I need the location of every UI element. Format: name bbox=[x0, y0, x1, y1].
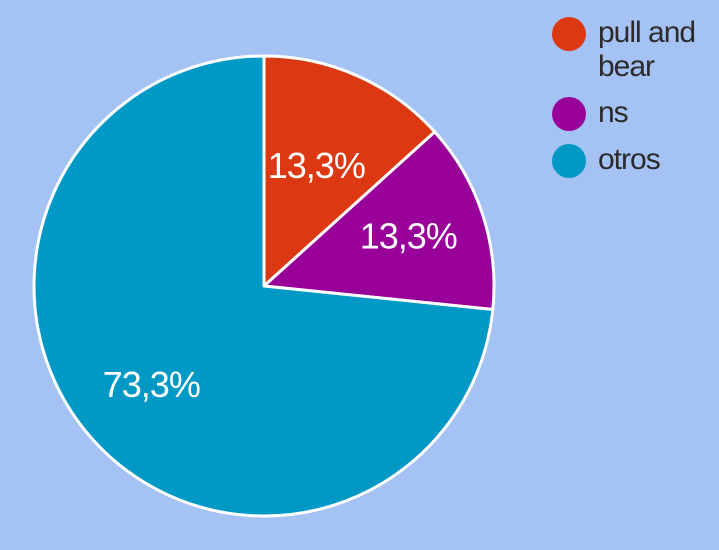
legend-item-pull-and-bear: pull and bear bbox=[552, 16, 719, 84]
legend-label: pull and bear bbox=[598, 16, 696, 83]
legend-item-ns: ns bbox=[552, 96, 719, 131]
legend-label: ns bbox=[598, 96, 629, 129]
data-label-ns: 13,3% bbox=[360, 215, 457, 256]
data-label-otros: 73,3% bbox=[103, 364, 200, 405]
legend-swatch bbox=[552, 144, 586, 178]
legend-label: otros bbox=[598, 143, 661, 176]
pie-slices bbox=[32, 54, 496, 518]
pie-slice-ns bbox=[262, 130, 496, 311]
legend-swatch bbox=[552, 97, 586, 131]
legend-swatch bbox=[552, 17, 586, 51]
pie-slice-pull-and-bear bbox=[262, 54, 437, 288]
pie-data-labels: 13,3% 13,3% 73,3% bbox=[103, 145, 458, 405]
legend-item-otros: otros bbox=[552, 143, 719, 178]
data-label-pull-and-bear: 13,3% bbox=[268, 145, 365, 186]
legend: pull and bear ns otros bbox=[552, 16, 719, 190]
pie-slice-otros bbox=[32, 54, 495, 518]
